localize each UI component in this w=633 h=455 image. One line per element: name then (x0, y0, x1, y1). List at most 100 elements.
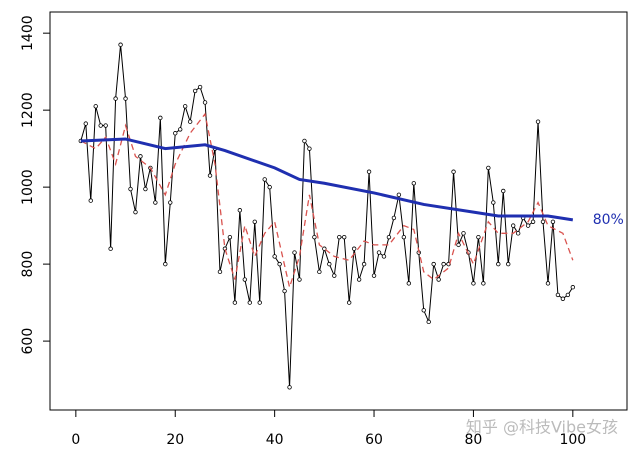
data-point (128, 186, 133, 192)
data-point (153, 200, 158, 205)
data-point (232, 300, 238, 305)
data-point (386, 234, 392, 240)
data-point (406, 281, 412, 286)
y-tick-label: 1400 (20, 15, 36, 51)
data-point (506, 261, 511, 267)
data-point (530, 219, 536, 224)
x-tick-label: 80 (465, 432, 483, 448)
data-point (262, 177, 267, 182)
data-point (451, 169, 456, 174)
data-point (570, 285, 576, 290)
data-point (441, 261, 446, 267)
data-point (401, 234, 407, 240)
data-point (297, 277, 302, 282)
data-point (327, 261, 332, 267)
data-point (202, 100, 208, 105)
data-point (242, 277, 248, 282)
data-point (381, 254, 387, 259)
data-point (197, 84, 203, 90)
data-point (98, 123, 103, 128)
y-tick-label: 1200 (20, 92, 36, 128)
data-point (501, 188, 506, 194)
data-point (207, 173, 213, 178)
x-tick-label: 20 (166, 432, 184, 448)
data-point (252, 219, 257, 224)
data-point (317, 269, 322, 275)
x-tick-label: 60 (365, 432, 383, 448)
data-point (113, 96, 118, 101)
data-point (247, 300, 252, 305)
plot-box (49, 11, 628, 411)
data-point (182, 104, 188, 109)
data-point (138, 154, 143, 159)
data-point (396, 192, 402, 198)
data-point (411, 181, 416, 186)
data-point (515, 231, 521, 236)
data-point (560, 296, 566, 301)
data-point (565, 292, 571, 298)
data-point (366, 169, 372, 174)
data-point (282, 288, 287, 294)
data-point (535, 119, 541, 124)
data-point (93, 104, 98, 109)
data-point (461, 231, 466, 236)
x-tick-label: 100 (559, 432, 586, 448)
data-point (391, 215, 397, 221)
data-point (525, 223, 531, 228)
data-point (555, 292, 561, 298)
data-point (491, 200, 496, 205)
data-point (302, 138, 307, 144)
data-point (287, 385, 292, 390)
data-point (510, 223, 516, 228)
data-point (342, 234, 347, 240)
data-point (346, 300, 352, 305)
data-point (123, 96, 128, 101)
data-point (178, 127, 183, 132)
data-point (217, 269, 223, 275)
data-point (476, 234, 481, 240)
y-tick-label: 800 (20, 251, 36, 278)
data-point (421, 308, 426, 313)
data-point (361, 261, 367, 267)
y-tick-label: 600 (20, 328, 36, 355)
data-point (426, 319, 431, 325)
data-point (332, 273, 337, 278)
data-point (471, 281, 476, 286)
data-point (431, 261, 436, 267)
y-tick-label: 1000 (20, 169, 36, 205)
data-point (272, 254, 277, 259)
series-line (80, 137, 574, 222)
data-point (277, 261, 282, 267)
data-point (133, 209, 138, 215)
data-point (83, 121, 88, 126)
data-point (173, 131, 178, 136)
data-point (168, 200, 173, 205)
data-point (257, 300, 262, 305)
data-point (550, 219, 556, 224)
data-point (267, 184, 272, 190)
x-tick-label: 0 (71, 432, 80, 448)
data-point (436, 277, 441, 282)
data-point (158, 115, 163, 121)
data-point (187, 119, 193, 124)
watermark: 知乎 @科技Vibe女孩 (466, 418, 618, 437)
data-point (312, 234, 317, 240)
data-point (481, 281, 486, 286)
x-tick-label: 40 (266, 432, 284, 448)
data-point (307, 146, 312, 151)
data-point (545, 281, 551, 286)
data-point (371, 273, 377, 278)
data-point (292, 250, 297, 255)
data-point (376, 250, 382, 255)
data-point (540, 219, 546, 224)
data-point (227, 234, 233, 240)
data-point (337, 234, 342, 240)
data-point (192, 88, 198, 94)
data-point (351, 246, 357, 251)
data-point (103, 123, 108, 128)
annotation: 80% (593, 212, 624, 228)
data-point (108, 246, 113, 251)
data-point (496, 261, 501, 267)
